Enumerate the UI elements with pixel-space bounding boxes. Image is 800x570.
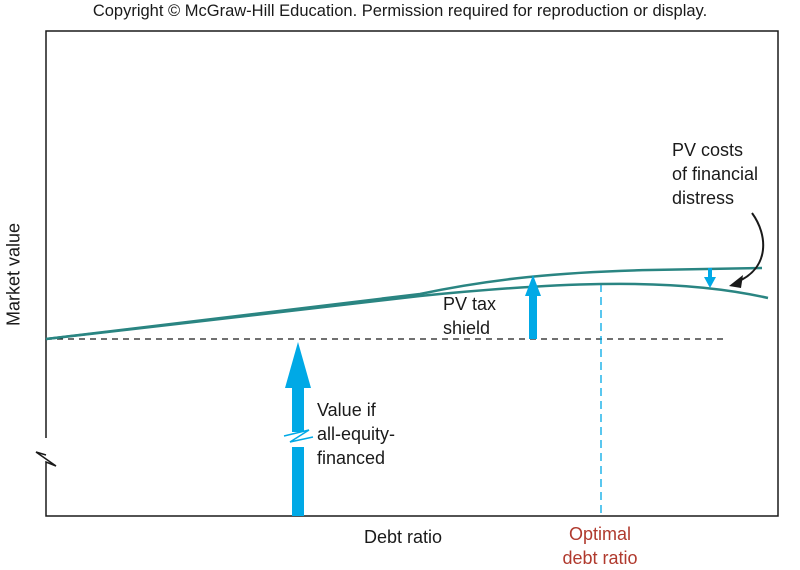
- optimal-debt-ratio-label: Optimal debt ratio: [562, 524, 638, 568]
- pv-tax-shield-label: PV tax shield: [443, 294, 497, 338]
- pv-costs-label: PV costs of financial distress: [672, 140, 759, 208]
- y-axis-label: Market value: [3, 222, 24, 327]
- value-with-tax-shield-curve: [45, 266, 763, 341]
- pv-distress-arrow: [704, 268, 716, 288]
- pv-tax-shield-arrow: [525, 275, 541, 339]
- all-equity-value-arrow: [283, 342, 314, 516]
- pointer-arrow: [736, 212, 765, 283]
- pointer-arrow-head: [729, 275, 743, 288]
- all-equity-label: Value if all-equity- financed: [317, 400, 396, 468]
- chart-frame: [35, 30, 779, 517]
- x-axis-label: Debt ratio: [364, 527, 443, 547]
- copyright-notice: Copyright © McGraw-Hill Education. Permi…: [92, 2, 708, 20]
- market-value-curve: [45, 282, 769, 341]
